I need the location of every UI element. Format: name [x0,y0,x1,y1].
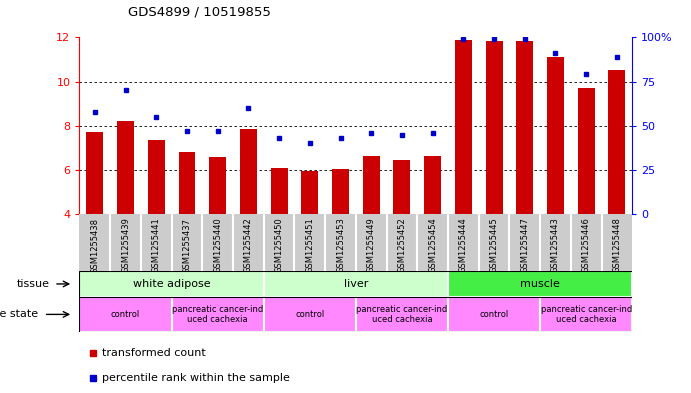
Text: control: control [111,310,140,319]
Bar [393,160,410,214]
Bar [148,140,164,214]
Text: GSM1255445: GSM1255445 [489,218,499,273]
Text: pancreatic cancer-ind
uced cachexia: pancreatic cancer-ind uced cachexia [357,305,448,324]
Text: GSM1255454: GSM1255454 [428,218,437,273]
Bar [516,40,533,214]
Bar [171,297,264,332]
Bar [486,40,502,214]
Text: GSM1255448: GSM1255448 [612,218,621,274]
Text: disease state: disease state [0,309,38,320]
Bar [578,88,595,214]
Text: pancreatic cancer-ind
uced cachexia: pancreatic cancer-ind uced cachexia [172,305,263,324]
Text: GSM1255444: GSM1255444 [459,218,468,273]
Bar [86,132,103,214]
Text: GSM1255451: GSM1255451 [305,218,314,273]
Bar [240,129,257,214]
Bar [609,70,625,214]
Text: GSM1255446: GSM1255446 [582,218,591,274]
Bar [448,297,540,332]
Text: GSM1255447: GSM1255447 [520,218,529,274]
Bar [209,157,226,214]
Bar [448,271,632,297]
Text: pancreatic cancer-ind
uced cachexia: pancreatic cancer-ind uced cachexia [540,305,632,324]
Text: GSM1255441: GSM1255441 [152,218,161,273]
Bar [547,57,564,214]
Text: white adipose: white adipose [133,279,211,289]
Text: percentile rank within the sample: percentile rank within the sample [102,373,290,383]
Text: control: control [295,310,324,319]
Text: GSM1255438: GSM1255438 [91,218,100,274]
Bar [455,40,472,214]
Bar [117,121,134,214]
Bar [264,271,448,297]
Text: GDS4899 / 10519855: GDS4899 / 10519855 [128,6,271,19]
Text: muscle: muscle [520,279,560,289]
Text: GSM1255453: GSM1255453 [336,218,345,274]
Bar [356,297,448,332]
Bar [79,297,171,332]
Text: GSM1255439: GSM1255439 [121,218,130,274]
Text: tissue: tissue [17,279,49,289]
Bar [301,171,319,214]
Text: GSM1255452: GSM1255452 [397,218,406,273]
Bar [79,271,264,297]
Bar [264,297,356,332]
Text: GSM1255440: GSM1255440 [213,218,223,273]
Text: control: control [480,310,509,319]
Bar [424,156,441,214]
Bar [271,168,287,214]
Text: liver: liver [343,279,368,289]
Text: transformed count: transformed count [102,348,206,358]
Text: GSM1255449: GSM1255449 [367,218,376,273]
Bar [332,169,349,214]
Text: GSM1255450: GSM1255450 [274,218,283,273]
Text: GSM1255443: GSM1255443 [551,218,560,274]
Text: GSM1255442: GSM1255442 [244,218,253,273]
Text: GSM1255437: GSM1255437 [182,218,191,274]
Bar [540,297,632,332]
Bar [178,152,196,214]
Bar [363,156,379,214]
